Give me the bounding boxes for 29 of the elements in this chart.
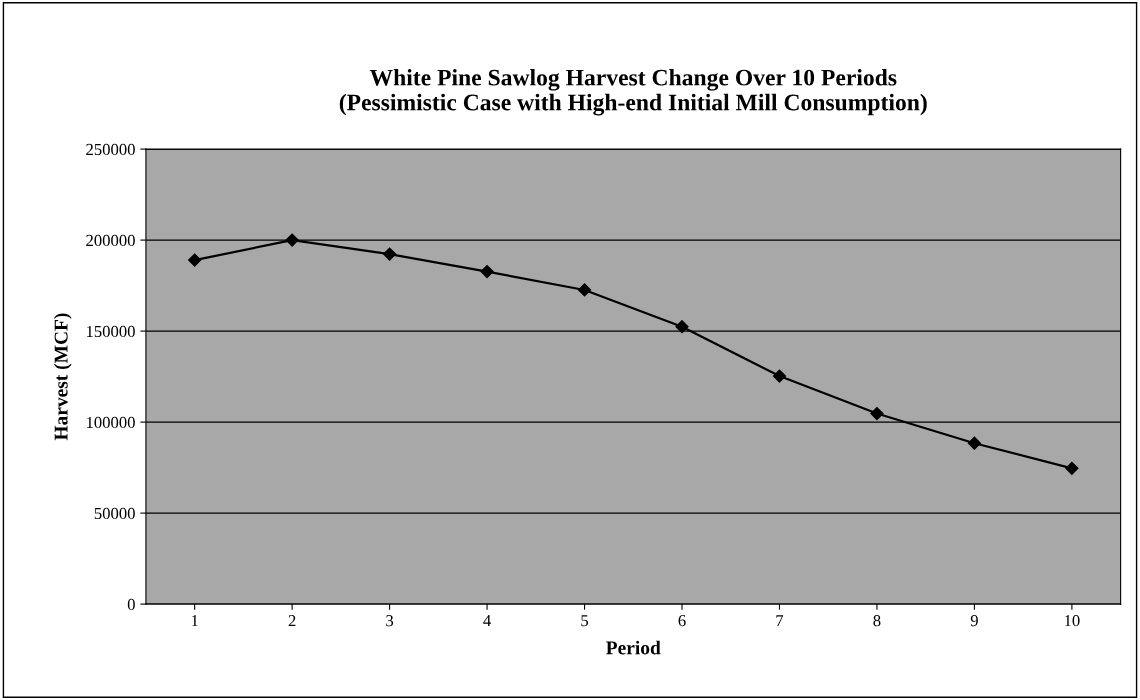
x-tick-label: 2	[288, 615, 296, 627]
y-tick-label: 0	[127, 598, 135, 611]
chart-title: White Pine Sawlog Harvest Change Over 10 Periods (Pessimistic Case with High-end Initial Mill Consumption)	[339, 68, 927, 116]
y-axis-title: Harvest (MCF)	[53, 313, 72, 441]
x-tick-label: 8	[873, 615, 881, 627]
y-tick-label: 100000	[86, 416, 135, 429]
y-tick-label: 150000	[86, 325, 135, 338]
point	[577, 283, 592, 297]
x-tick-label: 7	[776, 615, 784, 627]
point	[188, 253, 202, 267]
point	[772, 369, 787, 383]
point	[870, 406, 884, 421]
point	[285, 233, 299, 247]
point	[480, 264, 494, 279]
x-tick-label: 5	[581, 615, 589, 627]
y-tick-label: 50000	[94, 507, 135, 520]
point	[675, 320, 689, 334]
x-tick-label: 3	[386, 615, 394, 627]
point	[1065, 461, 1079, 475]
y-tick-label: 200000	[86, 234, 135, 247]
y-tick-label: 250000	[86, 143, 135, 156]
x-tick-label: 1	[191, 615, 198, 627]
point	[967, 436, 982, 450]
x-axis-title: Period	[606, 640, 661, 655]
x-tick-label: 9	[970, 615, 978, 627]
point	[383, 247, 397, 261]
x-tick-label: 10	[1065, 615, 1080, 627]
x-tick-label: 4	[483, 615, 491, 627]
x-tick-label: 6	[678, 615, 686, 627]
